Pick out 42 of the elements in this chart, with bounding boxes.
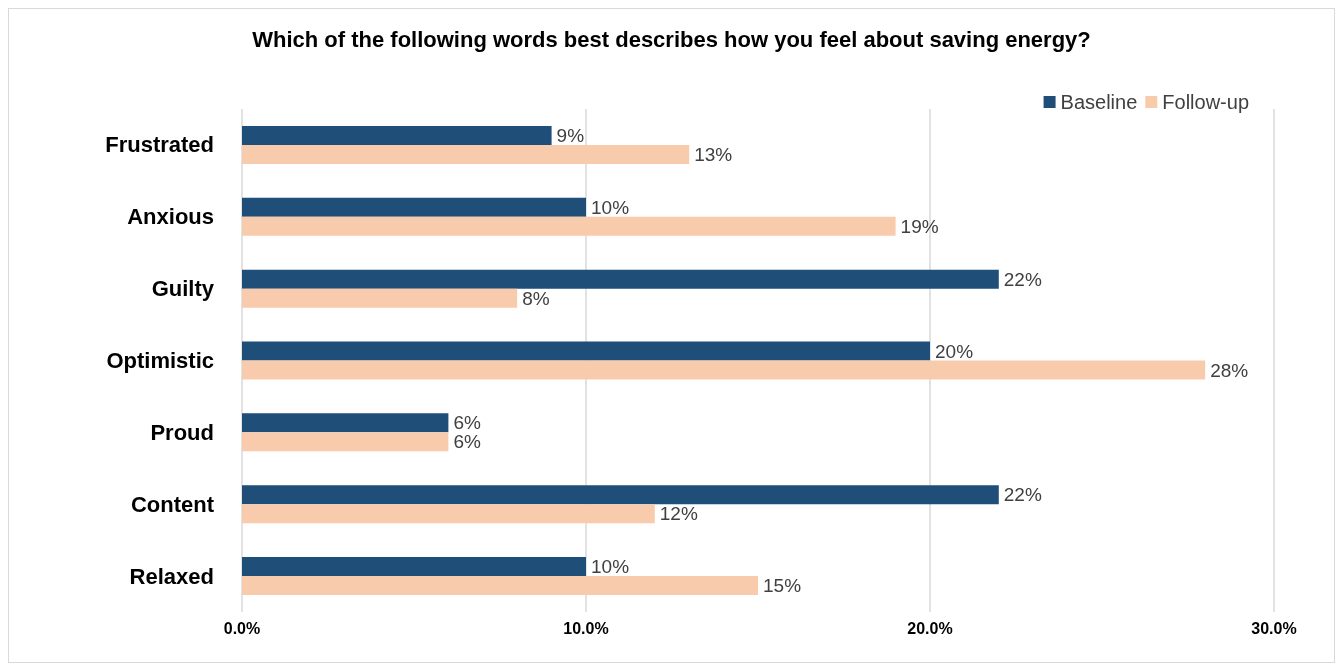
data-label: 6% [453, 431, 481, 453]
bar [242, 269, 999, 289]
data-label: 20% [935, 340, 974, 362]
bar [242, 413, 449, 433]
data-label: 22% [1003, 484, 1042, 506]
y-tick-label: Guilty [151, 276, 215, 302]
legend-label: Follow-up [1162, 91, 1249, 113]
data-label: 10% [591, 556, 630, 578]
bar [242, 485, 999, 505]
x-tick-label: 30.0% [1251, 619, 1297, 637]
bar [242, 360, 1206, 380]
bar [242, 144, 690, 164]
data-label: 9% [556, 124, 585, 146]
y-tick-label: Frustrated [105, 132, 214, 158]
data-label: 13% [694, 143, 733, 165]
data-label: 12% [659, 503, 698, 525]
data-label: 28% [1210, 359, 1249, 381]
y-tick-label: Proud [150, 419, 214, 445]
bar [242, 576, 758, 596]
data-label: 6% [453, 412, 481, 434]
bar [242, 288, 518, 308]
data-label: 10% [591, 196, 630, 218]
data-label: 8% [522, 287, 550, 309]
bar [242, 125, 552, 145]
chart-title: Which of the following words best describes how you feel about saving energy? [252, 26, 1091, 52]
x-tick-label: 0.0% [223, 619, 261, 637]
data-label: 15% [763, 575, 802, 597]
bar [242, 432, 449, 452]
y-tick-label: Relaxed [129, 563, 214, 589]
data-label: 22% [1003, 268, 1042, 290]
bar [242, 341, 930, 361]
data-label: 19% [900, 215, 939, 237]
legend-label: Baseline [1060, 91, 1138, 113]
x-tick-label: 10.0% [563, 619, 609, 637]
y-tick-label: Content [130, 491, 215, 517]
bar [242, 216, 896, 236]
y-tick-label: Optimistic [106, 348, 214, 373]
bar [242, 197, 586, 217]
bar [242, 504, 655, 524]
y-tick-label: Anxious [127, 204, 214, 230]
bar [242, 557, 586, 577]
x-tick-label: 20.0% [907, 619, 953, 637]
